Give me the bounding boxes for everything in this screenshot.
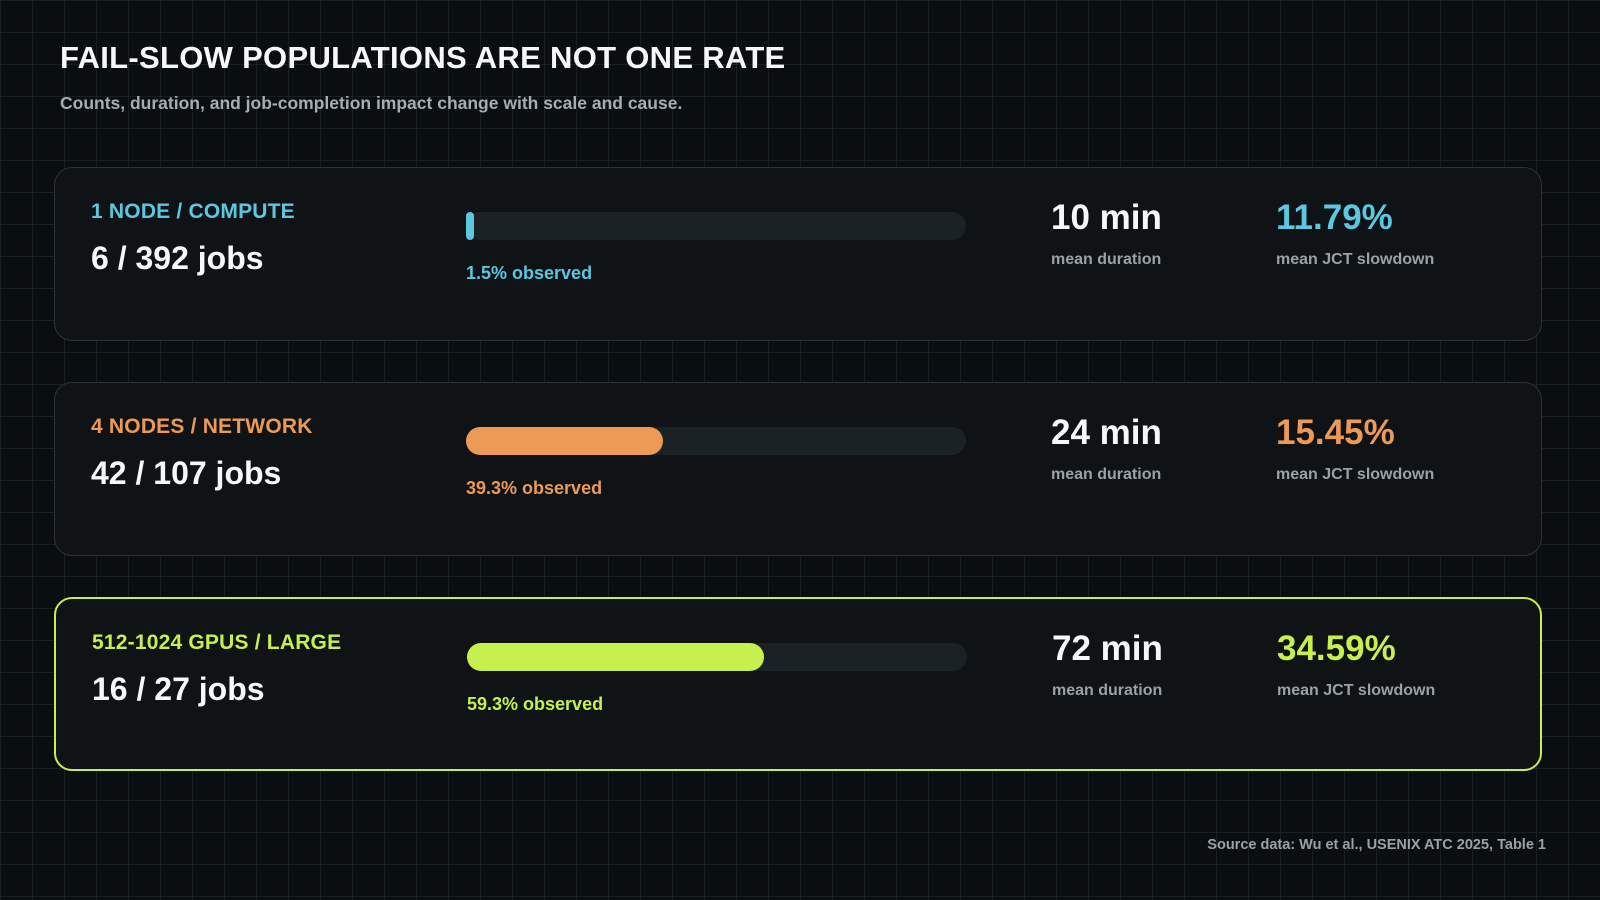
mean-duration-label: mean duration xyxy=(1052,682,1163,699)
source-note: Source data: Wu et al., USENIX ATC 2025,… xyxy=(1207,837,1546,853)
mean-duration-value: 24 min xyxy=(1051,413,1162,452)
observed-bar-fill xyxy=(467,643,764,671)
observed-bar-track xyxy=(466,427,966,455)
mean-duration-label: mean duration xyxy=(1051,251,1162,268)
jct-slowdown-label: mean JCT slowdown xyxy=(1276,251,1435,268)
observed-label: 1.5% observed xyxy=(466,263,593,283)
jct-slowdown-value: 11.79% xyxy=(1276,198,1393,237)
population-card-network: 4 NODES / NETWORK 42 / 107 jobs 39.3% ob… xyxy=(54,382,1542,556)
mean-duration-label: mean duration xyxy=(1051,466,1162,483)
observed-bar-track xyxy=(467,643,967,671)
mean-duration-value: 10 min xyxy=(1051,198,1162,237)
job-count: 16 / 27 jobs xyxy=(92,671,265,707)
job-count: 6 / 392 jobs xyxy=(91,240,264,276)
observed-bar-track xyxy=(466,212,966,240)
jct-slowdown-value: 34.59% xyxy=(1277,629,1396,668)
mean-duration-value: 72 min xyxy=(1052,629,1163,668)
population-card-compute: 1 NODE / COMPUTE 6 / 392 jobs 1.5% obser… xyxy=(54,167,1542,341)
observed-label: 39.3% observed xyxy=(466,478,603,498)
category-label: 4 NODES / NETWORK xyxy=(91,415,313,438)
job-count: 42 / 107 jobs xyxy=(91,455,282,491)
category-label: 1 NODE / COMPUTE xyxy=(91,200,295,223)
page-subtitle: Counts, duration, and job-completion imp… xyxy=(60,93,683,113)
jct-slowdown-label: mean JCT slowdown xyxy=(1276,466,1435,483)
page-title: FAIL-SLOW POPULATIONS ARE NOT ONE RATE xyxy=(60,40,786,75)
observed-bar-fill xyxy=(466,427,663,455)
category-label: 512-1024 GPUS / LARGE xyxy=(92,631,342,654)
observed-label: 59.3% observed xyxy=(467,694,604,714)
jct-slowdown-value: 15.45% xyxy=(1276,413,1395,452)
population-card-large: 512-1024 GPUS / LARGE 16 / 27 jobs 59.3%… xyxy=(54,597,1542,771)
observed-bar-fill xyxy=(466,212,474,240)
jct-slowdown-label: mean JCT slowdown xyxy=(1277,682,1436,699)
